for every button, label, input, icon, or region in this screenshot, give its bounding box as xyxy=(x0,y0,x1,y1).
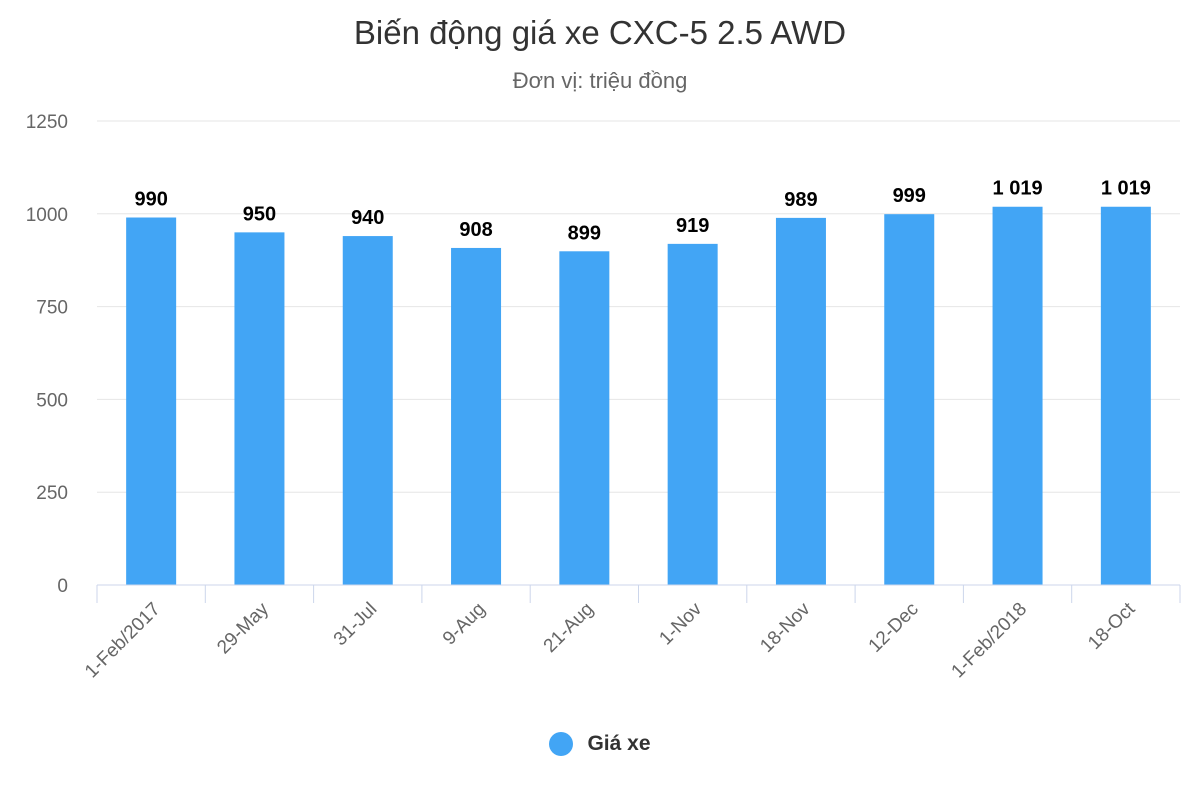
x-tick-label: 31-Jul xyxy=(330,599,381,650)
y-tick-label: 0 xyxy=(57,576,68,597)
data-label: 1 019 xyxy=(1101,178,1151,200)
data-label: 908 xyxy=(459,219,492,241)
bar[interactable] xyxy=(451,247,502,586)
y-tick-label: 750 xyxy=(36,298,68,319)
bar[interactable] xyxy=(992,206,1043,585)
data-label: 989 xyxy=(784,189,817,211)
data-label: 950 xyxy=(243,203,276,225)
x-tick-label: 1-Nov xyxy=(655,598,706,649)
y-tick-label: 1250 xyxy=(26,112,68,133)
bar[interactable] xyxy=(667,243,718,586)
y-tick-label: 250 xyxy=(36,483,68,504)
x-tick-label: 18-Nov xyxy=(756,598,815,657)
data-label: 1 019 xyxy=(993,178,1043,200)
bar[interactable] xyxy=(775,217,826,586)
data-labels: 990 950 940 908 899 919 989 999 1 019 1 019 xyxy=(134,178,1150,245)
y-tick-label: 500 xyxy=(36,390,68,411)
legend-marker xyxy=(549,732,574,756)
x-axis: 1-Feb/2017 29-May 31-Jul 9-Aug 21-Aug 1-Nov 18… xyxy=(81,584,1181,683)
bar[interactable] xyxy=(884,214,935,585)
x-tick-label: 12-Dec xyxy=(865,599,923,657)
x-tick-label: 9-Aug xyxy=(439,599,490,650)
x-tick-label: 1-Feb/2017 xyxy=(81,599,165,683)
bar[interactable] xyxy=(126,217,177,585)
x-tick-label: 1-Feb/2018 xyxy=(948,599,1032,683)
legend[interactable]: Giá xe xyxy=(0,732,1200,756)
bar[interactable] xyxy=(559,251,610,585)
bar[interactable] xyxy=(234,232,285,586)
data-label: 990 xyxy=(134,189,167,211)
chart-subtitle: Đơn vị: triệu đồng xyxy=(512,68,688,93)
data-label: 999 xyxy=(893,185,926,207)
y-axis-ticks: 0 250 500 750 1000 1250 xyxy=(26,112,68,597)
y-tick-label: 1000 xyxy=(26,205,68,226)
data-label: 919 xyxy=(676,215,709,237)
bar[interactable] xyxy=(342,236,393,585)
data-label: 940 xyxy=(351,207,384,229)
x-tick-label: 29-May xyxy=(213,598,273,658)
x-tick-label: 21-Aug xyxy=(540,599,598,657)
data-label: 899 xyxy=(568,222,601,244)
x-tick-label: 18-Oct xyxy=(1084,598,1140,654)
chart-title: Biến động giá xe CXC-5 2.5 AWD xyxy=(353,14,847,51)
bar[interactable] xyxy=(1100,206,1151,585)
legend-item-gia-xe: Giá xe xyxy=(587,732,651,755)
bars xyxy=(126,206,1151,586)
